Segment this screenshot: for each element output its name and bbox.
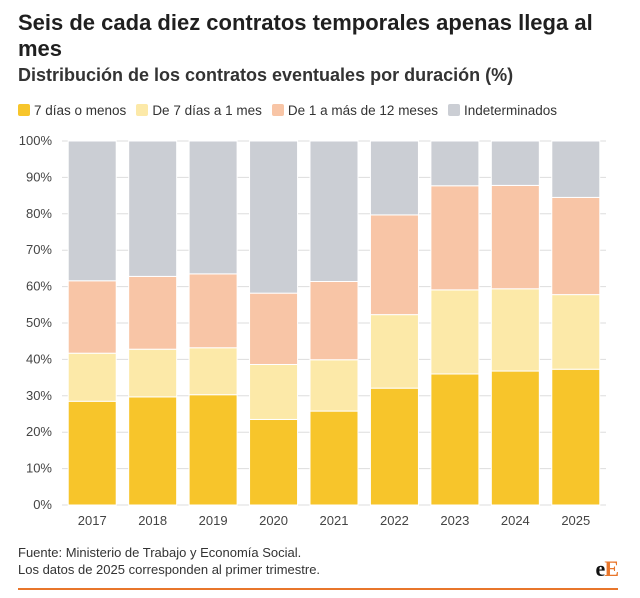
- x-tick-label-2025: 2025: [561, 513, 590, 528]
- bar-2025-series-0: [551, 368, 601, 506]
- legend-swatch-indeterminados: [447, 104, 460, 116]
- bar-2020-series-1: [249, 363, 299, 420]
- x-tick-label-2019: 2019: [199, 513, 228, 528]
- bar-2018-series-1: [128, 348, 178, 398]
- x-tick-label-2020: 2020: [259, 513, 288, 528]
- bar-2022-series-1: [369, 314, 419, 389]
- legend-item-7-dias: 7 días o menos: [18, 103, 126, 118]
- bar-2022-series-3: [369, 140, 419, 216]
- bar-2022-series-2: [369, 214, 419, 316]
- y-tick-label-7: 70%: [26, 242, 52, 257]
- legend-item-indeterminados: Indeterminados: [447, 102, 558, 118]
- legend-item-1-12-meses: De 1 a más de 12 meses: [271, 102, 438, 118]
- bar-2023-series-2: [430, 185, 480, 291]
- chart-legend: 7 días o menos De 7 días a 1 mes De 1 a …: [18, 101, 567, 119]
- bar-2019-series-2: [188, 273, 238, 349]
- bar-2019-series-0: [188, 394, 238, 506]
- legend-item-7-dias-1-mes: De 7 días a 1 mes: [136, 103, 262, 118]
- bar-2017-series-3: [67, 140, 117, 282]
- chart-subtitle: Distribución de los contratos eventuales…: [18, 65, 514, 85]
- bar-2017-series-2: [67, 280, 117, 354]
- y-tick-label-5: 50%: [26, 315, 52, 330]
- x-tick-label-2022: 2022: [380, 513, 409, 528]
- bar-2024-series-2: [490, 184, 540, 290]
- bar-2020-series-2: [249, 292, 299, 365]
- bar-2021-series-3: [309, 140, 359, 283]
- bar-2025-series-1: [551, 294, 601, 370]
- y-tick-label-4: 40%: [26, 351, 52, 366]
- chart-footer: Fuente: Ministerio de Trabajo y Economía…: [18, 544, 320, 578]
- bar-2025-series-3: [551, 140, 601, 198]
- bar-2017-series-0: [67, 400, 117, 506]
- bar-2024-series-3: [490, 140, 540, 186]
- legend-label-1-12-meses: De 1 a más de 12 meses: [287, 102, 438, 118]
- footer-divider: [18, 588, 618, 590]
- bar-2018-series-2: [128, 275, 178, 350]
- bar-2018-series-3: [128, 140, 178, 277]
- bar-2023-series-3: [430, 140, 480, 187]
- legend-label-7-dias-1-mes: De 7 días a 1 mes: [152, 102, 262, 118]
- y-tick-label-3: 30%: [26, 388, 52, 403]
- legend-swatch-7-dias-1-mes: [136, 104, 149, 116]
- bar-2024-series-0: [490, 370, 540, 506]
- bar-2021-series-1: [309, 359, 359, 412]
- legend-label-indeterminados: Indeterminados: [463, 102, 558, 118]
- footer-note: Los datos de 2025 corresponden al primer…: [18, 562, 321, 577]
- bar-2020-series-3: [249, 140, 299, 294]
- y-tick-label-8: 80%: [26, 206, 52, 221]
- logo-letter-e: e: [595, 556, 606, 581]
- bar-2023-series-0: [430, 373, 480, 506]
- bar-2021-series-2: [309, 281, 359, 361]
- x-tick-label-2017: 2017: [78, 513, 107, 528]
- bar-2018-series-0: [128, 396, 178, 506]
- y-tick-label-9: 90%: [26, 169, 52, 184]
- bar-2020-series-0: [249, 418, 299, 506]
- bar-2021-series-0: [309, 410, 359, 506]
- brand-logo: eE: [595, 556, 619, 582]
- bar-2022-series-0: [369, 387, 419, 506]
- x-tick-label-2018: 2018: [138, 513, 167, 528]
- bar-2024-series-1: [490, 288, 540, 372]
- x-tick-label-2024: 2024: [501, 513, 530, 528]
- legend-label-7-dias: 7 días o menos: [34, 102, 127, 118]
- bar-2019-series-1: [188, 347, 238, 396]
- bar-2023-series-1: [430, 289, 480, 375]
- legend-swatch-7-dias: [18, 104, 30, 116]
- y-tick-label-0: 0%: [33, 497, 52, 512]
- y-tick-label-2: 20%: [26, 424, 52, 439]
- logo-letter-E: E: [604, 556, 619, 581]
- y-tick-label-6: 60%: [26, 279, 52, 294]
- bar-2019-series-3: [188, 140, 238, 275]
- footer-source: Fuente: Ministerio de Trabajo y Economía…: [18, 545, 302, 560]
- bar-2025-series-2: [551, 196, 601, 296]
- bar-2017-series-1: [67, 352, 117, 402]
- chart-title: Seis de cada diez contratos temporales a…: [18, 10, 593, 61]
- y-tick-label-10: 100%: [19, 133, 53, 148]
- x-tick-label-2023: 2023: [440, 513, 469, 528]
- x-tick-label-2021: 2021: [320, 513, 349, 528]
- legend-swatch-1-12-meses: [271, 104, 284, 116]
- y-tick-label-1: 10%: [26, 461, 52, 476]
- stacked-bar-chart: 0% 10% 20% 30% 40% 50% 60% 70% 80% 90% 100% 2017 201…: [19, 133, 606, 528]
